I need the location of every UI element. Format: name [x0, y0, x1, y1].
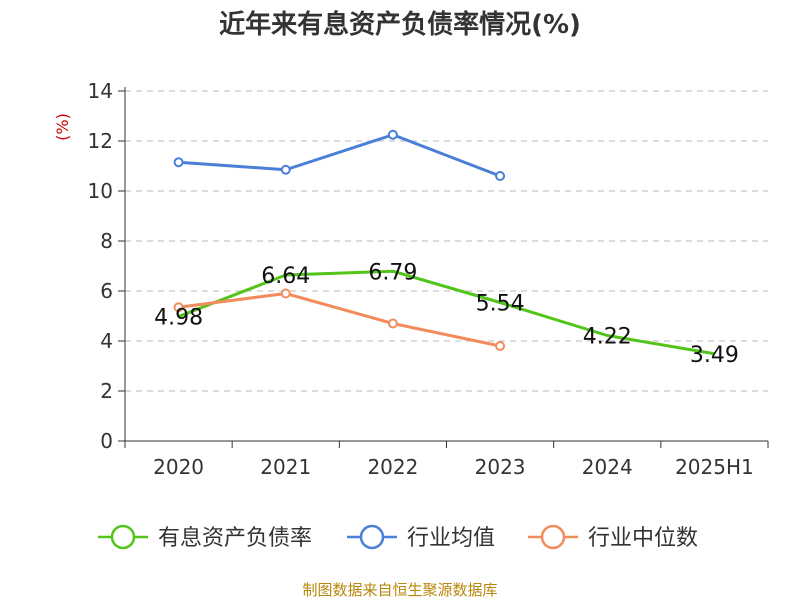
source-note: 制图数据来自恒生聚源数据库: [302, 581, 497, 599]
data-label-2: 6.79: [368, 260, 417, 285]
y-tick-labels: 0 2 4 6 8 10 12 14: [88, 79, 113, 453]
data-point-s1-2: [387, 129, 398, 140]
data-point-s1-1: [280, 164, 291, 175]
legend-marker-2: [540, 524, 566, 550]
series-line-2: [178, 292, 501, 348]
y-tick-label-0: 0: [100, 429, 113, 453]
data-point-s1-3: [495, 171, 506, 181]
data-label-5: 3.49: [690, 343, 739, 368]
x-tick-label-2021: 2021: [260, 455, 311, 479]
x-tick-labels: 2020 2021 2022 2023 2024 2025H1: [153, 455, 754, 479]
series-line-1: [178, 133, 501, 178]
series-line-0: [178, 269, 715, 356]
series-points: [173, 129, 506, 351]
y-axis-label: (%): [53, 113, 72, 141]
data-point-s2-3: [495, 341, 506, 351]
chart-title: 近年来有息资产负债率情况(%): [219, 9, 581, 40]
legend-label-2: 行业中位数: [588, 526, 698, 551]
gridlines: [125, 90, 768, 392]
data-label-4: 4.22: [583, 325, 632, 350]
data-label-0: 4.98: [154, 306, 203, 331]
x-tick-label-2025H1: 2025H1: [675, 455, 754, 479]
y-tick-label-6: 6: [100, 279, 113, 303]
legend-label-1: 行业均值: [407, 526, 495, 551]
x-tick-label-2023: 2023: [475, 455, 526, 479]
data-point-s2-0: [173, 302, 184, 313]
y-tick-label-8: 8: [100, 229, 113, 253]
data-point-s1-0: [173, 157, 184, 168]
legend: 有息资产负债率 行业均值 行业中位数: [98, 524, 698, 551]
y-tick-label-12: 12: [88, 129, 113, 153]
data-point-s2-2: [387, 318, 398, 329]
y-tick-label-2: 2: [100, 379, 113, 403]
x-tick-label-2024: 2024: [582, 455, 633, 479]
axes: [118, 87, 769, 448]
y-tick-label-10: 10: [88, 179, 113, 203]
legend-marker-1: [359, 524, 385, 550]
data-label-1: 6.64: [261, 264, 310, 289]
x-tick-label-2022: 2022: [367, 455, 418, 479]
y-tick-label-14: 14: [88, 79, 113, 103]
data-point-s2-1: [280, 288, 291, 299]
y-tick-label-4: 4: [100, 329, 113, 353]
x-tick-label-2020: 2020: [153, 455, 204, 479]
series-lines: [178, 133, 715, 356]
data-label-3: 5.54: [476, 292, 525, 317]
legend-label-0: 有息资产负债率: [158, 526, 312, 551]
legend-marker-0: [110, 524, 136, 550]
data-labels: 4.98 6.64 6.79 5.54 4.22 3.49: [154, 260, 739, 368]
